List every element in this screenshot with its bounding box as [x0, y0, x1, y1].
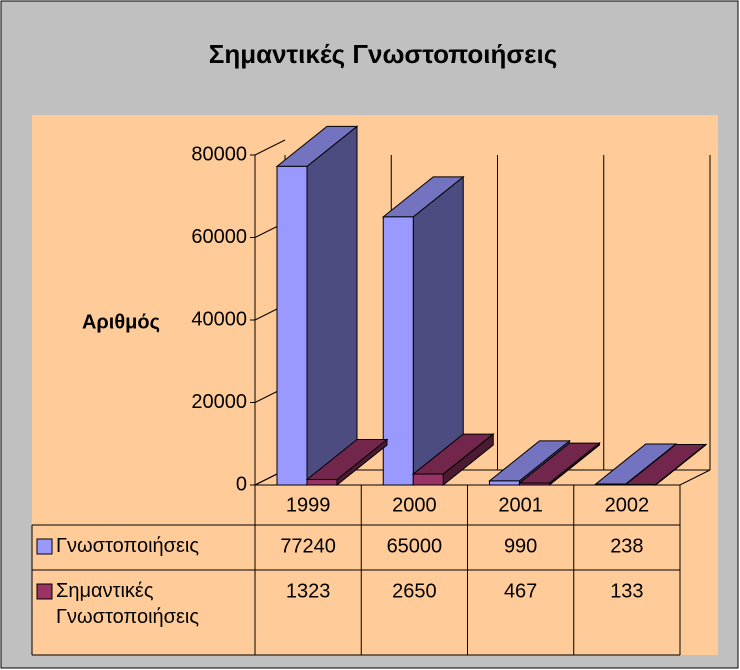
- bar-front: [306, 479, 338, 486]
- table-value: 990: [504, 535, 537, 557]
- y-tick-label: 40000: [191, 308, 247, 330]
- x-tick-label: 2000: [392, 494, 437, 516]
- x-tick-label: 2001: [498, 494, 543, 516]
- y-tick-label: 60000: [191, 226, 247, 248]
- legend-label-box: Σημαντικές Γνωστοποιήσεις: [56, 580, 199, 628]
- table-value: 2650: [392, 580, 437, 602]
- y-axis-label: Αριθμός: [82, 311, 160, 333]
- legend-label: Σημαντικές Γνωστοποιήσεις: [56, 580, 199, 628]
- legend-key: [36, 538, 53, 555]
- bar-front: [382, 216, 414, 486]
- grid-line: [254, 139, 286, 156]
- x-tick-label: 1999: [286, 494, 331, 516]
- table-value: 133: [610, 580, 643, 602]
- legend-key: [36, 583, 53, 600]
- y-tick-label: 20000: [191, 391, 247, 413]
- bar-side: [306, 125, 358, 487]
- legend-label-box: Γνωστοποιήσεις: [56, 535, 199, 557]
- table-value: 1323: [286, 580, 331, 602]
- bar-side: [412, 175, 464, 487]
- bar-front: [412, 473, 444, 486]
- y-tick-label: 0: [236, 473, 247, 495]
- bar-front: [489, 480, 520, 486]
- y-tick-label: 80000: [191, 143, 247, 165]
- legend-label: Γνωστοποιήσεις: [56, 535, 199, 557]
- x-tick-label: 2002: [605, 494, 650, 516]
- table-value: 238: [610, 535, 643, 557]
- chart-title: Σημαντικές Γνωστοποιήσεις: [209, 39, 558, 69]
- bar-front: [276, 165, 308, 486]
- table-value: 65000: [387, 535, 443, 557]
- table-value: 77240: [280, 535, 336, 557]
- table-value: 467: [504, 580, 537, 602]
- plot-area: [32, 115, 718, 655]
